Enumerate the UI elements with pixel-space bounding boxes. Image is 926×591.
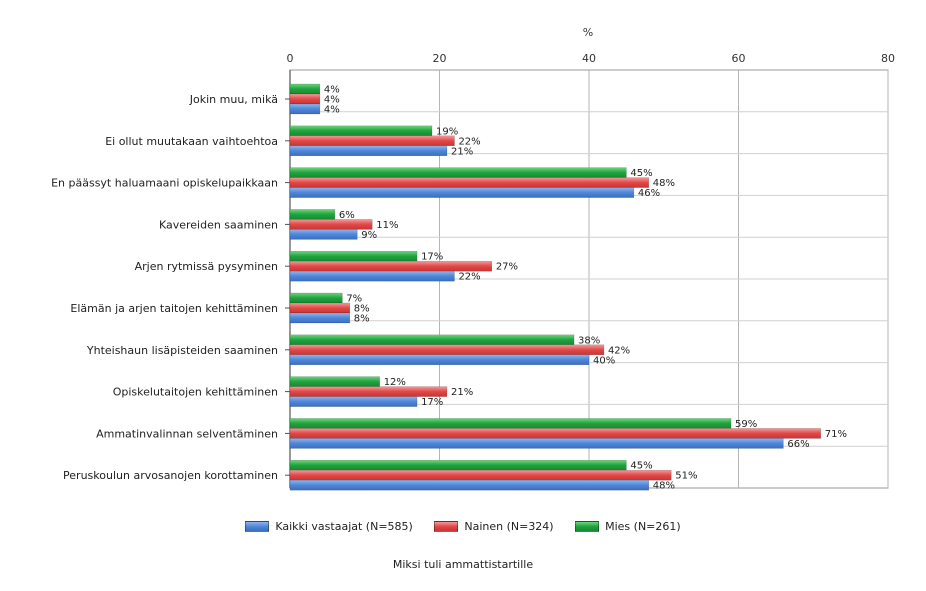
x-tick-label: 60 xyxy=(732,52,746,65)
bar-mies xyxy=(289,334,575,346)
x-tick-label: 80 xyxy=(881,52,895,65)
category-label: Ei ollut muutakaan vaihtoehtoa xyxy=(105,135,278,148)
category-label: Jokin muu, mikä xyxy=(189,93,278,106)
bar-nainen xyxy=(289,93,321,105)
bar-kaikki xyxy=(289,187,635,198)
data-label: 59% xyxy=(735,419,757,430)
data-label: 17% xyxy=(421,252,443,263)
category-label: Ammatinvalinnan selventäminen xyxy=(96,427,278,440)
bar-nainen xyxy=(289,386,448,397)
data-label: 51% xyxy=(675,471,697,482)
x-tick-label: 0 xyxy=(287,52,294,65)
data-label: 42% xyxy=(608,345,630,356)
data-label: 48% xyxy=(653,178,675,189)
category-labels: Jokin muu, mikä Ei ollut muutakaan vaihto… xyxy=(51,93,278,482)
legend-label-kaikki: Kaikki vastaajat (N=585) xyxy=(275,520,413,533)
bar-kaikki xyxy=(289,103,321,115)
bar-kaikki xyxy=(289,396,418,407)
bar-mies xyxy=(289,376,380,387)
legend-swatch-mies xyxy=(575,521,600,532)
x-axis-label: Miksi tuli ammattistartille xyxy=(392,558,534,571)
legend-item-kaikki: Kaikki vastaajat (N=585) xyxy=(245,520,413,533)
bar-mies xyxy=(289,209,336,220)
category-label: Arjen rytmissä pysyminen xyxy=(135,260,278,273)
data-label: 4% xyxy=(324,105,340,116)
legend-swatch-nainen xyxy=(434,521,459,532)
bar-chart: % 0 20 40 60 80 Jokin muu, mikä Ei ollut muut… xyxy=(51,26,896,492)
data-label: 66% xyxy=(787,439,809,450)
data-label: 48% xyxy=(653,481,675,492)
bar-nainen xyxy=(289,219,373,230)
data-label: 9% xyxy=(361,230,377,241)
data-label: 27% xyxy=(496,262,518,273)
bar-kaikki xyxy=(289,229,358,240)
bar-mies xyxy=(289,418,732,429)
bar-nainen xyxy=(289,177,650,188)
data-label: 8% xyxy=(354,304,370,315)
data-label: 7% xyxy=(346,294,362,305)
x-axis-ticks: 0 20 40 60 80 xyxy=(287,52,896,65)
data-label: 6% xyxy=(339,210,355,221)
bar-mies xyxy=(289,167,627,178)
data-label: 22% xyxy=(458,136,480,147)
data-label: 11% xyxy=(376,220,398,231)
category-label: Opiskelutaitojen kehittäminen xyxy=(113,386,278,399)
bar-nainen xyxy=(289,260,493,272)
data-label: 22% xyxy=(458,272,480,283)
data-label: 38% xyxy=(578,335,600,346)
bar-nainen xyxy=(289,469,672,481)
bar-mies xyxy=(289,125,433,137)
bar-mies xyxy=(289,250,418,262)
x-tick-label: 40 xyxy=(582,52,596,65)
data-label: 45% xyxy=(630,168,652,179)
category-label: Elämän ja arjen taitojen kehittäminen xyxy=(70,302,278,315)
data-label: 45% xyxy=(630,461,652,472)
data-label: 8% xyxy=(354,314,370,325)
legend-label-mies: Mies (N=261) xyxy=(605,520,681,533)
data-label: 12% xyxy=(384,377,406,388)
legend-swatch-kaikki xyxy=(245,521,270,532)
legend-item-mies: Mies (N=261) xyxy=(575,520,681,533)
bars xyxy=(289,83,821,491)
bar-mies xyxy=(289,83,321,95)
data-labels: 4%4%4%19%22%21%45%48%46%6%11%9%17%27%22%… xyxy=(324,85,847,492)
bar-kaikki xyxy=(289,145,448,157)
data-label: 17% xyxy=(421,397,443,408)
bar-mies xyxy=(289,292,343,304)
top-axis-label: % xyxy=(583,26,593,39)
bar-nainen xyxy=(289,302,351,314)
data-label: 46% xyxy=(638,188,660,199)
bar-kaikki xyxy=(289,438,784,449)
bar-nainen xyxy=(289,344,605,356)
data-label: 71% xyxy=(825,429,847,440)
bar-kaikki xyxy=(289,479,650,491)
legend: Kaikki vastaajat (N=585) Nainen (N=324) … xyxy=(0,520,926,535)
data-label: 21% xyxy=(451,387,473,398)
category-label: Peruskoulun arvosanojen korottaminen xyxy=(63,469,278,482)
category-label: En päässyt haluamaani opiskelupaikkaan xyxy=(51,177,278,190)
bar-nainen xyxy=(289,135,455,147)
legend-item-nainen: Nainen (N=324) xyxy=(434,520,554,533)
data-label: 4% xyxy=(324,95,340,106)
bar-kaikki xyxy=(289,270,455,282)
bar-kaikki xyxy=(289,312,351,324)
category-label: Yhteishaun lisäpisteiden saaminen xyxy=(86,344,278,357)
category-label: Kavereiden saaminen xyxy=(159,218,278,231)
data-label: 40% xyxy=(593,355,615,366)
legend-label-nainen: Nainen (N=324) xyxy=(464,520,554,533)
data-label: 21% xyxy=(451,146,473,157)
data-label: 4% xyxy=(324,85,340,96)
bar-mies xyxy=(289,459,627,471)
data-label: 19% xyxy=(436,126,458,137)
x-tick-label: 20 xyxy=(433,52,447,65)
bar-kaikki xyxy=(289,354,590,366)
